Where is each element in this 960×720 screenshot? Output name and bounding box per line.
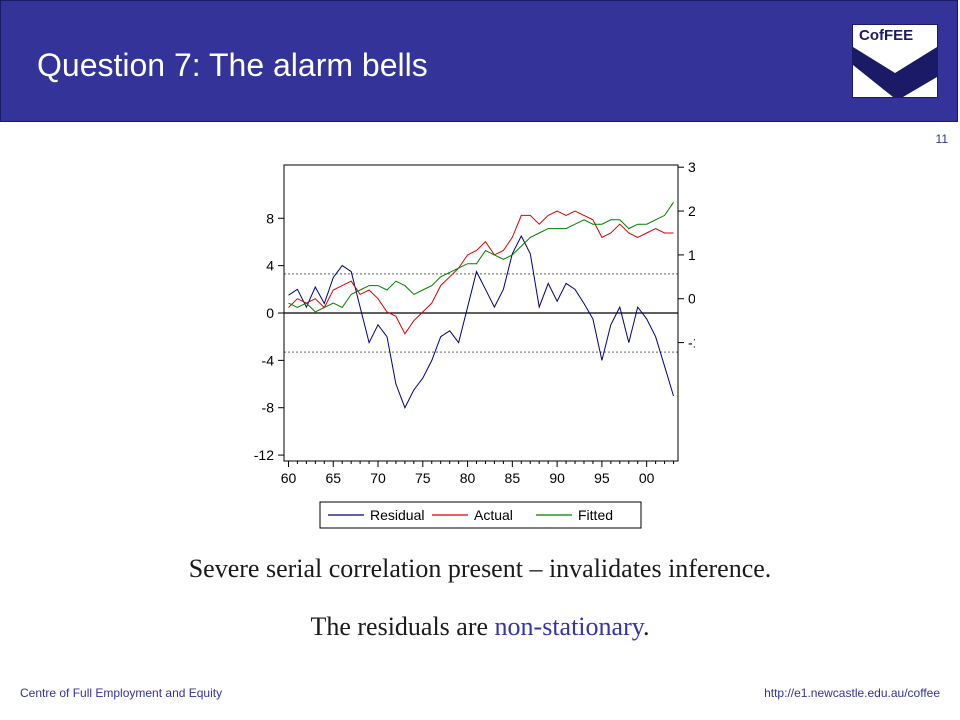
x-tick-label-95: 95 [594, 470, 610, 486]
page-number: 11 [935, 132, 948, 146]
left-tick-label--8: -8 [262, 400, 275, 416]
x-tick-label-00: 00 [639, 470, 655, 486]
caption-serial-correlation: Severe serial correlation present – inva… [188, 554, 772, 583]
residual-chart: 8 4 0 -4 -8 -12 30 20 10 0 -10 60 65 70 75 80 85 90 95 00 Re… [254, 159, 695, 529]
page-title: Question 7: The alarm bells [37, 47, 428, 83]
x-tick-label-70: 70 [370, 470, 386, 486]
legend-label-residual: Residual [370, 507, 424, 523]
legend-label-fitted: Fitted [578, 507, 613, 523]
series-line-residual [288, 234, 674, 409]
caption-prefix: The residuals are [310, 612, 495, 641]
x-tick-label-60: 60 [281, 470, 297, 486]
footer-organization: Centre of Full Employment and Equity [20, 686, 223, 700]
right-tick-label-0: 0 [688, 291, 695, 307]
right-tick-label--10: -10 [688, 335, 695, 351]
x-tick-label-75: 75 [415, 470, 431, 486]
header-bar: Question 7: The alarm bells CofFEE [0, 0, 958, 122]
left-tick-label--12: -12 [254, 447, 274, 463]
series-line-fitted [288, 202, 674, 313]
right-tick-label-10: 10 [688, 247, 695, 263]
caption-suffix: . [643, 612, 650, 641]
left-tick-label-0: 0 [266, 305, 274, 321]
logo-text: CofFEE [859, 27, 914, 44]
legend-label-actual: Actual [474, 507, 513, 523]
x-tick-label-65: 65 [325, 470, 341, 486]
right-tick-label-20: 20 [688, 203, 695, 219]
left-tick-label-8: 8 [266, 210, 274, 226]
logo-graphic [853, 47, 937, 97]
x-tick-label-85: 85 [505, 470, 521, 486]
left-tick-label--4: -4 [262, 352, 275, 368]
caption-nonstationary: The residuals are non-stationary. [0, 612, 960, 642]
series-line-actual [288, 210, 674, 335]
coffee-logo: CofFEE [852, 24, 938, 98]
footer-url[interactable]: http://e1.newcastle.edu.au/coffee [764, 686, 940, 700]
right-tick-label-30: 30 [688, 159, 695, 175]
x-tick-label-80: 80 [460, 470, 476, 486]
caption-highlight: non-stationary [494, 612, 644, 641]
x-tick-label-90: 90 [549, 470, 565, 486]
legend-box [319, 501, 642, 529]
left-tick-label-4: 4 [266, 258, 274, 274]
